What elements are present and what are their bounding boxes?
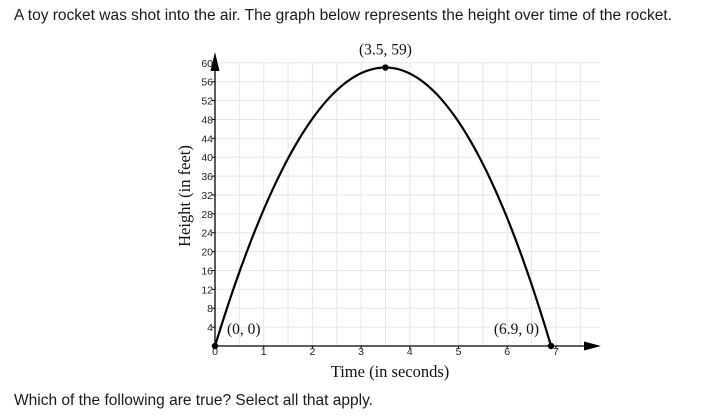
x-tick-label: 1 (261, 346, 267, 358)
chart-grid (215, 62, 600, 346)
y-tick-label: 24 (201, 228, 213, 240)
y-axis-label: Height (in feet) (175, 145, 194, 247)
y-tick-label: 44 (201, 133, 213, 145)
question-text: A toy rocket was shot into the air. The … (14, 7, 672, 24)
x-tick-label: 0 (212, 346, 218, 358)
y-tick-label: 52 (201, 96, 213, 108)
point-label: (6.9, 0) (494, 321, 539, 338)
y-tick-label: 28 (201, 209, 213, 221)
y-tick-label: 40 (201, 152, 213, 164)
y-tick-label: 60 (201, 58, 213, 70)
chart-plot: (0, 0) (3.5, 59) (6.9, 0) (211, 42, 555, 350)
x-axis-arrow (584, 341, 601, 351)
chart-axes (210, 52, 601, 351)
y-tick-label: 56 (201, 77, 213, 89)
y-tick-label: 48 (201, 114, 213, 126)
y-tick-label: 4 (207, 322, 213, 334)
point-label: (0, 0) (227, 321, 261, 338)
x-tick-label: 5 (456, 346, 462, 358)
y-tick-label: 32 (201, 190, 213, 202)
data-point (382, 64, 389, 71)
x-tick-label: 4 (407, 346, 413, 358)
y-tick-label: 36 (201, 171, 213, 183)
point-label: (3.5, 59) (359, 42, 412, 59)
y-tick-label: 16 (201, 265, 213, 277)
data-point (547, 342, 555, 350)
height-curve (213, 66, 553, 347)
y-tick-label: 8 (207, 303, 213, 315)
x-tick-label: 2 (309, 346, 315, 358)
y-tick-label: 20 (201, 247, 213, 259)
y-tick-label: 12 (201, 284, 213, 296)
x-tick-label: 7 (553, 346, 559, 358)
x-axis-label: Time (in seconds) (331, 362, 450, 381)
data-point (211, 342, 219, 350)
x-tick-label: 3 (358, 346, 364, 358)
prompt-text: Which of the following are true? Select … (14, 392, 373, 409)
y-axis-arrow (210, 52, 220, 71)
x-tick-label: 6 (504, 346, 510, 358)
